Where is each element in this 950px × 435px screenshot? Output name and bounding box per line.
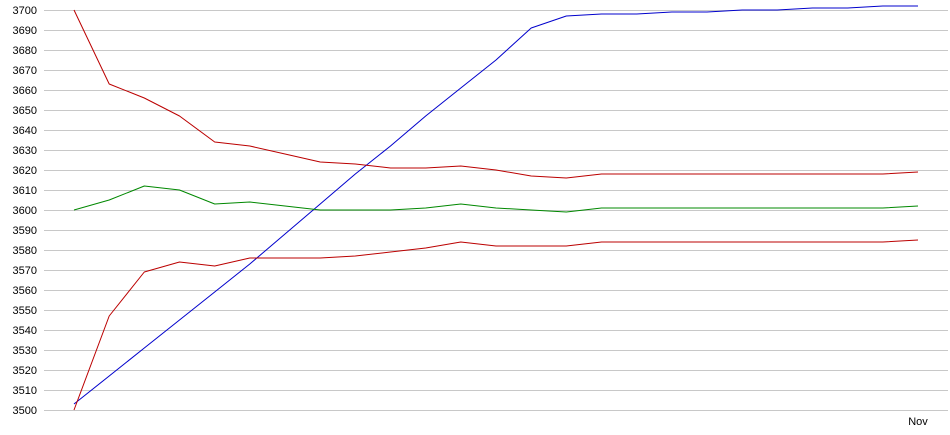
y-tick-label: 3690 <box>13 25 37 37</box>
y-tick-label: 3520 <box>13 365 37 377</box>
series-line-1 <box>73 5 918 405</box>
y-tick-label: 3620 <box>13 165 37 177</box>
y-tick-label: 3670 <box>13 65 37 77</box>
y-tick-label: 3680 <box>13 45 37 57</box>
y-tick-label: 3570 <box>13 265 37 277</box>
x-axis-tick-labels: Nov <box>908 416 928 428</box>
y-tick-label: 3550 <box>13 305 37 317</box>
y-tick-label: 3590 <box>13 225 37 237</box>
series-lines <box>73 5 919 411</box>
y-tick-label: 3610 <box>13 185 37 197</box>
y-tick-label: 3600 <box>13 205 37 217</box>
x-tick-label: Nov <box>908 416 928 428</box>
series-line-4 <box>73 239 919 411</box>
y-tick-label: 3500 <box>13 405 37 417</box>
y-tick-label: 3640 <box>13 125 37 137</box>
y-tick-label: 3700 <box>13 5 37 17</box>
y-tick-label: 3540 <box>13 325 37 337</box>
series-line-2 <box>73 9 919 179</box>
y-axis-tick-labels: 3500 3510 3520 3530 3540 3550 3560 3570 3580 3590… <box>13 5 37 417</box>
y-tick-label: 3530 <box>13 345 37 357</box>
y-tick-label: 3560 <box>13 285 37 297</box>
grid-lines <box>44 10 948 411</box>
y-tick-label: 3660 <box>13 85 37 97</box>
y-tick-label: 3580 <box>13 245 37 257</box>
series-line-3 <box>73 185 919 213</box>
y-tick-label: 3510 <box>13 385 37 397</box>
y-tick-label: 3650 <box>13 105 37 117</box>
y-tick-label: 3630 <box>13 145 37 157</box>
